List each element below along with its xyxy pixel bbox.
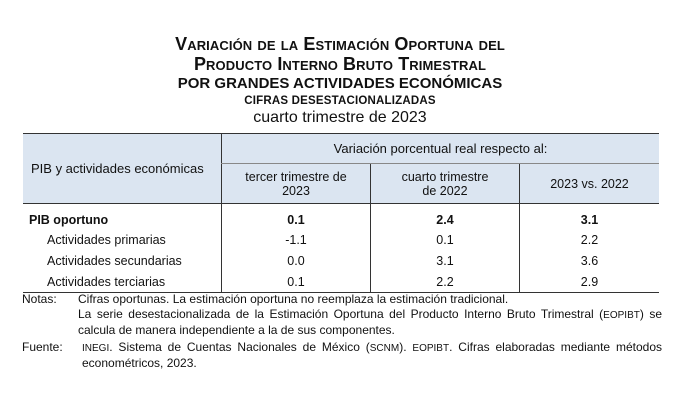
period-label: cuarto trimestre de 2023 [253, 109, 427, 126]
table-row: PIB oportuno 0.1 2.4 3.1 [23, 203, 659, 229]
subtitle: CIFRAS DESESTACIONALIZADAS [244, 95, 436, 107]
col-header-3-text: 2023 vs. 2022 [550, 176, 629, 191]
row-label: PIB oportuno [29, 212, 109, 227]
note-line-1: Cifras oportunas. La estimación oportuna… [78, 292, 509, 306]
footnotes: Notas: Cifras oportunas. La estimación o… [22, 292, 662, 371]
title-line-3: por grandes actividades económicas [177, 75, 503, 92]
cell-value: 0.1 [370, 229, 520, 250]
col-header-2-text: cuarto trimestre de 2022 [401, 169, 489, 198]
table-row: Actividades secundarias 0.0 3.1 3.6 [23, 250, 659, 271]
note-line-2: La serie desestacionalizada de la Estima… [78, 307, 662, 338]
title-block: Variación de la Estimación Oportuna del … [0, 34, 680, 127]
span-header: Variación porcentual real respecto al: [221, 132, 659, 165]
row-label: Actividades secundarias [47, 253, 182, 268]
cell-value: -1.1 [221, 229, 371, 250]
source-text-2: ). [399, 340, 413, 354]
source-abbr-2: SCNM [369, 343, 400, 354]
title-line-1: Variación de la Estimación Oportuna del [175, 34, 505, 54]
col-header-1-text: tercer trimestre de 2023 [245, 169, 347, 198]
note-abbr: EOPIBT [603, 310, 640, 321]
source-text-3: . Cifras elaboradas mediante métodos eco… [82, 340, 662, 370]
notes-body: Cifras oportunas. La estimación oportuna… [78, 292, 662, 338]
cell-value: 0.0 [221, 250, 371, 271]
row-label: Actividades terciarias [23, 271, 222, 293]
title-line-2: Producto Interno Bruto Trimestral [193, 54, 487, 74]
source-abbr-1: INEGI [82, 343, 110, 354]
cell-value: 2.2 [519, 229, 659, 250]
col-header-2: cuarto trimestre de 2022 [370, 163, 520, 204]
cell-value: 2.4 [370, 203, 520, 229]
notes-label: Notas: [22, 292, 57, 306]
note-line-2-a: La serie desestacionalizada de la Estima… [78, 307, 604, 321]
cell-value: 2.2 [370, 271, 520, 293]
cell-value: 0.1 [221, 203, 371, 229]
note-line-2-b: ) se calcula de manera independiente a l… [78, 307, 662, 337]
source-label: Fuente: [22, 340, 63, 354]
source-abbr-3: EOPIBT [412, 343, 450, 354]
row-label: Actividades primarias [47, 232, 166, 247]
table-row: Actividades primarias -1.1 0.1 2.2 [23, 229, 659, 250]
col-header-3: 2023 vs. 2022 [519, 163, 659, 204]
cell-value: 3.1 [370, 250, 520, 271]
col-header-1: tercer trimestre de 2023 [221, 163, 371, 204]
cell-value: 3.1 [519, 203, 659, 229]
source-block: Fuente: INEGI. Sistema de Cuentas Nacion… [22, 340, 662, 371]
row-header: PIB y actividades económicas [23, 133, 222, 204]
notes-block: Notas: Cifras oportunas. La estimación o… [22, 292, 662, 338]
cell-value: 3.6 [519, 250, 659, 271]
data-table: PIB y actividades económicas Variación p… [23, 132, 659, 293]
table-row: Actividades terciarias 0.1 2.2 2.9 [23, 271, 659, 293]
source-text: INEGI. Sistema de Cuentas Nacionales de … [82, 340, 662, 371]
cell-value: 2.9 [519, 271, 659, 293]
cell-value: 0.1 [221, 271, 371, 293]
source-body: INEGI. Sistema de Cuentas Nacionales de … [78, 340, 662, 371]
source-text-1: . Sistema de Cuentas Nacionales de Méxic… [109, 340, 370, 354]
